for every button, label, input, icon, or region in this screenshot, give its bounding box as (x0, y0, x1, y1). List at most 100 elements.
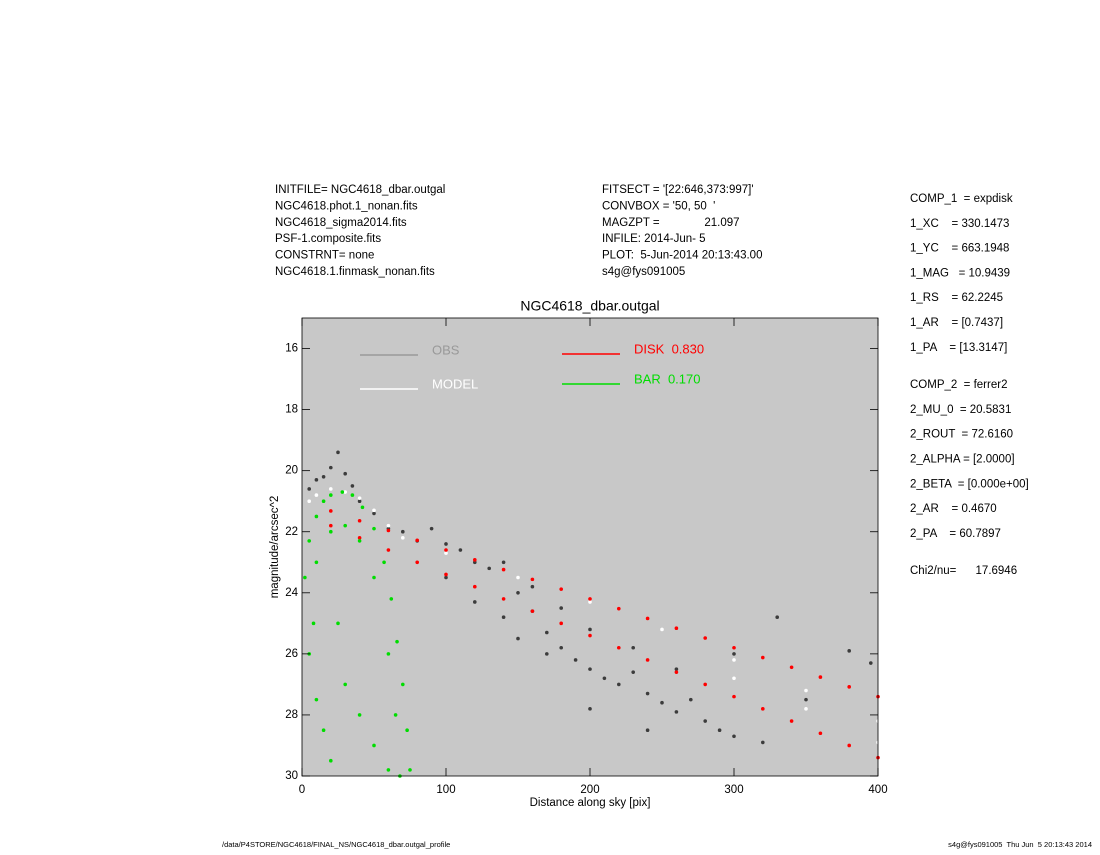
point (357, 496, 362, 500)
footer-stamp: s4g@fys091005 Thu Jun 5 20:13:43 2014 (948, 840, 1092, 849)
header-line: PLOT: 5-Jun-2014 20:13:43.00 (602, 250, 762, 262)
x-tick-label: 100 (436, 784, 455, 796)
point (444, 548, 448, 552)
point (732, 676, 736, 681)
legend-label: DISK 0.830 (634, 341, 704, 356)
point (602, 676, 607, 681)
point (357, 518, 362, 523)
series (307, 487, 880, 745)
point (429, 526, 434, 531)
point (487, 566, 492, 571)
point (804, 688, 808, 693)
y-tick-label: 28 (285, 709, 298, 721)
point (847, 743, 851, 748)
y-tick-label: 24 (285, 587, 298, 599)
point (818, 731, 823, 736)
point (372, 526, 376, 531)
point (501, 567, 506, 572)
point (405, 728, 409, 732)
point (559, 621, 563, 626)
point (321, 499, 326, 504)
point (847, 685, 851, 689)
point (473, 558, 477, 562)
x-tick-label: 300 (724, 784, 743, 796)
point (545, 652, 549, 656)
point (847, 649, 851, 653)
y-tick-label: 26 (285, 648, 298, 660)
point (329, 509, 333, 513)
point (703, 682, 707, 687)
point (559, 645, 563, 650)
series (303, 490, 412, 778)
point (415, 538, 420, 543)
param-line: 2_MU_0 = 20.5831 (910, 404, 1011, 416)
point (329, 523, 333, 528)
point (545, 630, 549, 635)
point (357, 536, 362, 540)
point (321, 728, 326, 732)
param-line: 2_BETA = [0.000e+00] (910, 478, 1029, 490)
plot (302, 318, 880, 778)
param-line: 1_PA = [13.3147] (910, 342, 1007, 354)
point (761, 707, 765, 711)
point (360, 505, 365, 510)
point (303, 575, 307, 580)
y-tick-label: 30 (285, 770, 298, 782)
point (732, 694, 736, 699)
y-tick-label: 20 (285, 465, 298, 477)
point (395, 639, 399, 644)
point (660, 700, 664, 705)
point (588, 600, 592, 604)
header-line: NGC4618.phot.1_nonan.fits (275, 200, 418, 212)
point (588, 627, 592, 632)
point (789, 665, 794, 670)
point (530, 609, 535, 613)
point (372, 511, 376, 516)
point (329, 758, 333, 763)
header-line: NGC4618_sigma2014.fits (275, 217, 407, 229)
point (559, 587, 563, 591)
point (516, 591, 520, 595)
point (314, 560, 319, 565)
point (588, 597, 592, 601)
x-tick-label: 200 (580, 784, 599, 796)
point (674, 710, 679, 714)
point (329, 493, 333, 497)
point (789, 719, 794, 723)
point (340, 490, 345, 494)
point (631, 670, 635, 674)
point (530, 577, 535, 582)
param-line: 2_ALPHA = [2.0000] (910, 454, 1015, 466)
point (818, 675, 823, 679)
point (501, 615, 506, 620)
point (732, 658, 736, 662)
y-tick-label: 18 (285, 404, 298, 416)
point (382, 560, 386, 565)
point (674, 667, 679, 671)
point (321, 474, 326, 479)
param-line: 1_XC = 330.1473 (910, 218, 1009, 230)
point (401, 682, 405, 687)
point (617, 682, 621, 687)
point (307, 487, 312, 491)
param-line: COMP_1 = expdisk (910, 193, 1013, 205)
point (588, 667, 592, 671)
point (703, 719, 707, 723)
x-axis-label: Distance along sky [pix] (530, 797, 651, 809)
point (645, 658, 650, 662)
point (357, 713, 362, 717)
point (343, 523, 348, 528)
point (372, 743, 376, 748)
param-line: 1_RS = 62.2245 (910, 292, 1003, 304)
x-tick-label: 400 (868, 784, 887, 796)
point (458, 548, 463, 552)
point (393, 713, 398, 717)
param-line: 1_AR = [0.7437] (910, 317, 1003, 329)
point (530, 584, 535, 589)
point (386, 548, 391, 552)
point (761, 655, 765, 660)
header-line: PSF-1.composite.fits (275, 233, 381, 245)
param-line: 2_PA = 60.7897 (910, 528, 1001, 540)
point (645, 691, 650, 696)
header-line: CONSTRNT= none (275, 250, 374, 262)
